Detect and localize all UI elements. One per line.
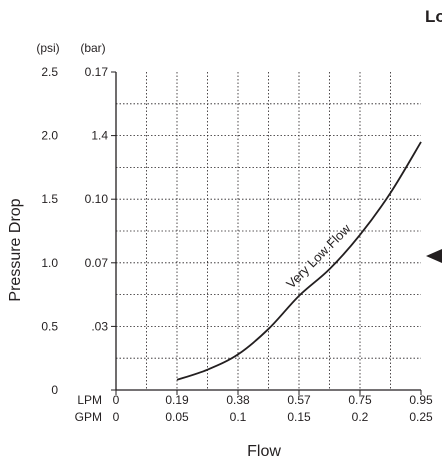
y-unit-bar: (bar) bbox=[80, 41, 105, 55]
x-tick-label-lpm: 0 bbox=[113, 393, 120, 407]
chart-title: Lo bbox=[425, 7, 442, 26]
series-layer bbox=[176, 141, 422, 381]
y-tick-label-bar: 0.17 bbox=[85, 65, 109, 79]
x-tick-label-lpm: 0.95 bbox=[409, 393, 433, 407]
x-tick-label-gpm: 0.05 bbox=[165, 410, 189, 424]
x-tick-label-lpm: 0.38 bbox=[226, 393, 250, 407]
y-tick-label-psi: 2.5 bbox=[41, 65, 58, 79]
x-tick-label-gpm: 0.1 bbox=[230, 410, 247, 424]
label-layer: 0 0.5 .03 1.0 0.07 1.5 0.10 2.0 1.4 2.5 0.17 0 0 0.19… bbox=[41, 65, 433, 424]
y-tick-label-psi: 1.0 bbox=[41, 256, 58, 270]
arrow-marker bbox=[426, 249, 442, 263]
x-tick-label-lpm: 0.75 bbox=[348, 393, 372, 407]
x-tick-label-lpm: 0.19 bbox=[165, 393, 189, 407]
y-tick-label-psi: 0.5 bbox=[41, 319, 58, 333]
x-tick-label-gpm: 0.15 bbox=[287, 410, 311, 424]
y-tick-label-bar: 1.4 bbox=[91, 129, 108, 143]
y-tick-label-psi: 1.5 bbox=[41, 192, 58, 206]
y-axis-label: Pressure Drop bbox=[7, 198, 24, 301]
x-tick-label-gpm: 0.2 bbox=[352, 410, 369, 424]
x-tick-label-lpm: 0.57 bbox=[287, 393, 311, 407]
y-tick-label-psi: 2.0 bbox=[41, 129, 58, 143]
grid-layer bbox=[116, 72, 421, 390]
series-label-very-low-flow: Very Low Flow bbox=[283, 221, 354, 292]
y-tick-label-bar: .03 bbox=[91, 319, 108, 333]
y-unit-psi: (psi) bbox=[36, 41, 59, 55]
x-unit-gpm: GPM bbox=[75, 410, 102, 424]
y-tick-label-bar: 0.10 bbox=[85, 192, 109, 206]
x-tick-label-gpm: 0 bbox=[113, 410, 120, 424]
series-line-very-low-flow bbox=[176, 141, 422, 381]
y-tick-label-bar: 0.07 bbox=[85, 256, 109, 270]
axis-layer bbox=[111, 71, 422, 395]
x-unit-lpm: LPM bbox=[77, 393, 102, 407]
x-axis-label: Flow bbox=[247, 443, 281, 460]
y-tick-label-psi: 0 bbox=[51, 383, 58, 397]
x-tick-label-gpm: 0.25 bbox=[409, 410, 433, 424]
